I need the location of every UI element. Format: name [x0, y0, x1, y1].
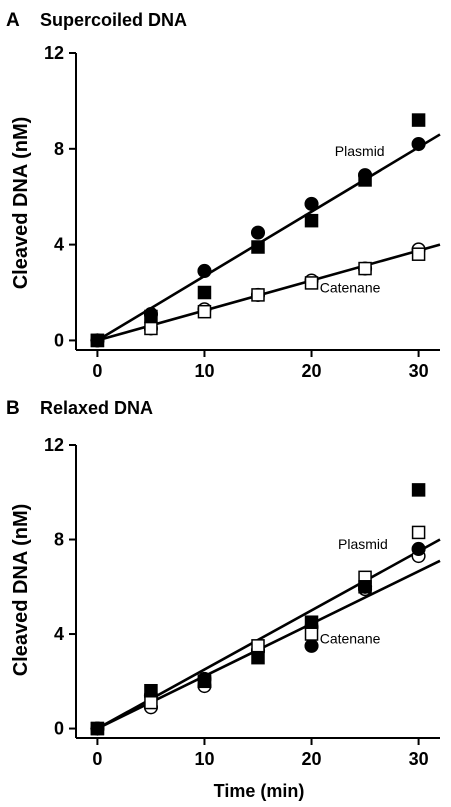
panel-a-point-open-square: [144, 321, 158, 336]
panel-a-point-filled-square: [197, 285, 212, 300]
panel-a-point-open-square: [411, 247, 426, 261]
panel-b-point-open-square: [411, 525, 426, 540]
panel-b-point-filled-square: [251, 650, 265, 665]
panel-a-y-tick-label: 0: [54, 330, 64, 350]
panel-b-axes: 0 4 8 12 0 10 20 30: [44, 435, 440, 769]
panel-a-point-open-square: [304, 276, 319, 290]
panel-a-point-filled-circle: [411, 136, 426, 152]
panel-a-fit-line-1: [96, 133, 441, 342]
panel-b-point-filled-square: [90, 721, 105, 736]
panel-b: B Relaxed DNA Cleaved DNA (nM) Time (min…: [6, 398, 441, 801]
panel-a-point-filled-square: [144, 309, 158, 324]
panel-b-point-filled-square: [358, 580, 372, 594]
panel-b-point-open-square: [251, 639, 265, 653]
panel-a-point-filled-circle: [197, 263, 212, 279]
panel-b-letter: B: [6, 398, 20, 419]
panel-a-x-tick-label: 20: [302, 361, 322, 381]
panel-a-letter: A: [6, 10, 20, 31]
panel-a-y-tick-label: 12: [44, 43, 64, 63]
panel-b-annotations: Plasmid Catenane: [320, 536, 388, 647]
panel-a-ylabel: Cleaved DNA (nM): [10, 117, 32, 290]
panel-b-x-tick-label: 10: [194, 749, 214, 769]
panel-a-point-filled-square: [304, 213, 319, 228]
panel-a-point-filled-circle: [304, 196, 319, 211]
panel-b-xlabel: Time (min): [214, 781, 305, 801]
panel-b-point-filled-circle: [411, 541, 426, 557]
panel-b-point-filled-square: [197, 674, 212, 689]
panel-a-point-open-square: [251, 288, 265, 302]
panel-b-y-tick-label: 12: [44, 435, 64, 455]
panel-a-title: Supercoiled DNA: [40, 10, 187, 30]
panel-a-data-points: [90, 113, 426, 348]
panel-a-annotations: Plasmid Catenane: [320, 143, 385, 296]
panel-b-ylabel: Cleaved DNA (nM): [10, 504, 32, 677]
panel-b-y-tick-label: 0: [54, 719, 64, 739]
panel-a-point-filled-circle: [250, 225, 266, 240]
panel-a-y-tick-label: 4: [54, 235, 64, 255]
panel-b-annotation: Catenane: [320, 630, 381, 646]
panel-a-point-open-square: [197, 304, 212, 319]
panel-a: A Supercoiled DNA Cleaved DNA (nM) 0 4 8 12…: [6, 10, 441, 381]
panel-a-point-filled-square: [358, 173, 372, 187]
panel-a-axes: 0 4 8 12 0 10 20 30: [44, 43, 440, 381]
panel-b-point-open-square: [144, 695, 158, 710]
panel-b-point-filled-square: [144, 683, 158, 698]
panel-a-x-tick-label: 0: [92, 361, 102, 381]
panel-a-x-tick-label: 30: [409, 361, 429, 381]
panel-b-point-filled-square: [411, 483, 426, 497]
panel-a-point-filled-square: [251, 240, 265, 254]
panel-b-x-tick-label: 20: [302, 749, 322, 769]
panel-b-point-filled-square: [304, 615, 319, 629]
panel-a-point-filled-square: [411, 113, 426, 127]
panel-b-x-tick-label: 0: [92, 749, 102, 769]
panel-b-title: Relaxed DNA: [40, 398, 153, 418]
panel-a-x-tick-label: 10: [194, 361, 214, 381]
panel-a-y-tick-label: 8: [54, 139, 64, 159]
panel-b-annotation: Plasmid: [338, 536, 388, 552]
panel-a-point-open-square: [358, 261, 372, 276]
panel-a-annotation: Plasmid: [335, 143, 385, 159]
panel-b-x-tick-label: 30: [409, 749, 429, 769]
panel-a-annotation: Catenane: [320, 280, 381, 296]
panel-b-point-filled-circle: [304, 638, 319, 653]
panel-b-data-points: [90, 483, 426, 736]
panel-b-y-tick-label: 4: [54, 624, 64, 644]
panel-b-y-tick-label: 8: [54, 530, 64, 550]
panel-b-point-open-square: [304, 627, 319, 641]
panel-a-point-filled-square: [90, 333, 105, 348]
